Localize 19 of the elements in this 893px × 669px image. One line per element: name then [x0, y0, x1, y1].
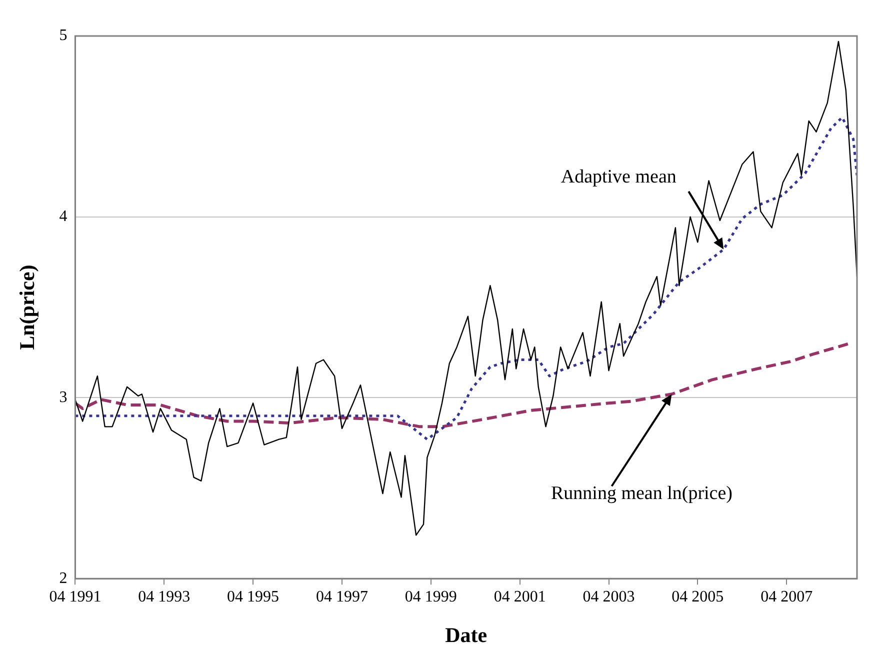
y-axis-title: Ln(price)	[15, 264, 40, 350]
y-tick-label: 5	[59, 27, 68, 44]
y-tick-label: 3	[59, 388, 68, 406]
x-tick-label: 04 1991	[49, 588, 102, 606]
annotation: Running mean ln(price)	[550, 483, 732, 504]
x-axis-title: Date	[445, 622, 488, 647]
annotation: Adaptive mean	[560, 166, 677, 188]
line-series	[75, 116, 857, 441]
x-tick-label: 04 2003	[582, 588, 635, 606]
x-tick-label: 04 2001	[494, 588, 546, 606]
y-tick-label: 4	[59, 208, 68, 226]
x-tick-label: 04 1999	[404, 588, 457, 606]
y-tick-label: 2	[59, 570, 68, 587]
line-series	[75, 342, 852, 428]
x-tick-label: 04 1995	[227, 588, 280, 606]
x-tick-label: 04 2007	[760, 588, 813, 606]
x-tick-label: 04 1997	[316, 588, 368, 606]
x-tick-label: 04 2005	[672, 588, 724, 606]
x-tick-label: 04 1993	[138, 588, 190, 606]
